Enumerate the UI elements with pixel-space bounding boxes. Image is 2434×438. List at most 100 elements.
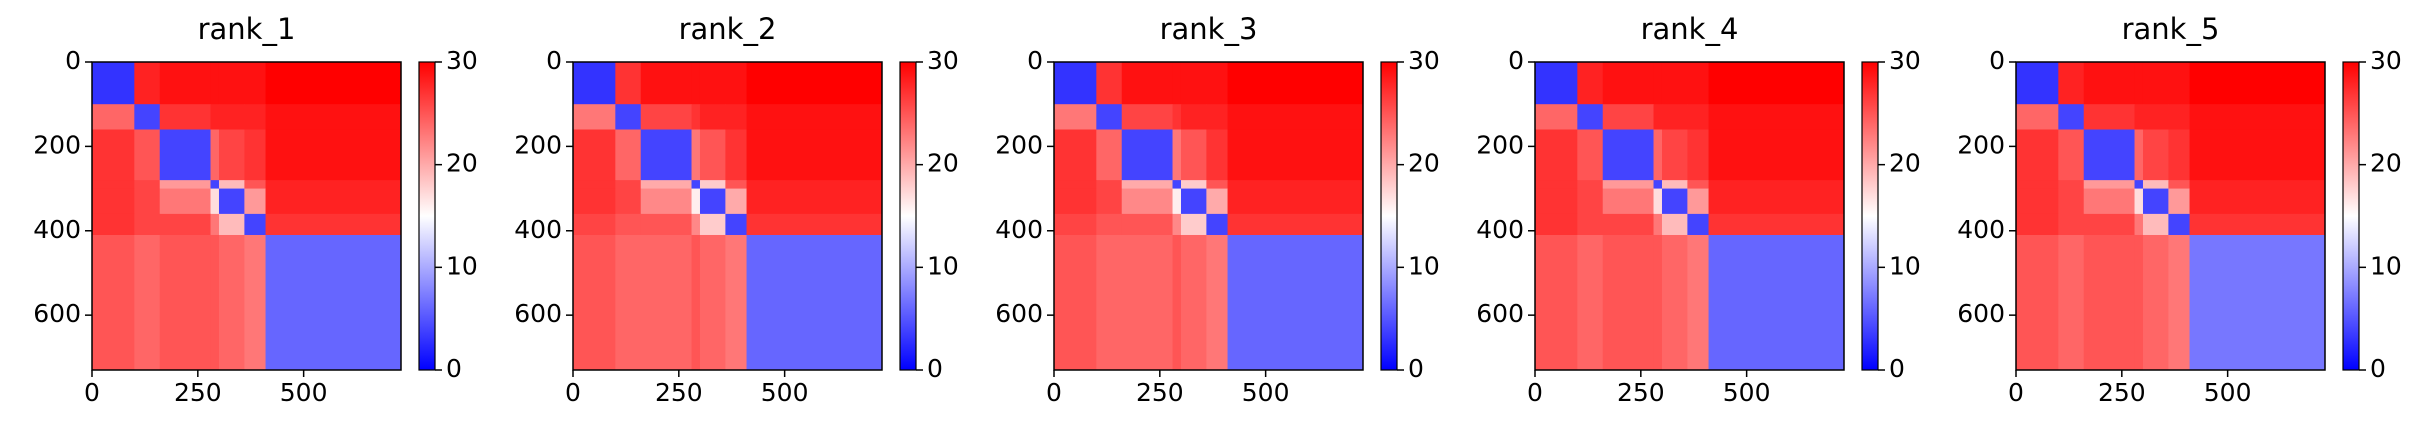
- y-tick-label: 600: [33, 299, 81, 328]
- heatmap-cell: [1535, 213, 1578, 236]
- heatmap-cell: [2134, 62, 2144, 105]
- heatmap-cell: [92, 62, 135, 105]
- heatmap-cell: [2134, 234, 2144, 371]
- colorbar-tick-label: 20: [446, 149, 478, 178]
- heatmap-cell: [1096, 104, 1123, 131]
- heatmap-cell: [1687, 234, 1710, 371]
- heatmap-cell: [1602, 104, 1655, 131]
- heatmap-cell: [1602, 234, 1655, 371]
- heatmap-cell: [244, 104, 267, 131]
- heatmap-cell: [2134, 180, 2144, 190]
- heatmap-cell: [1206, 234, 1229, 371]
- heatmap-cell: [691, 129, 701, 181]
- heatmap-cell: [2016, 213, 2059, 236]
- heatmap-cell: [134, 213, 161, 236]
- heatmap-cell: [1687, 188, 1710, 215]
- heatmap-cell: [1708, 180, 1845, 190]
- heatmap-cell: [1708, 62, 1845, 105]
- heatmap-cell: [2058, 188, 2085, 215]
- heatmap-cell: [1227, 188, 1364, 215]
- heatmap-cell: [1172, 129, 1182, 181]
- heatmap-cell: [244, 129, 267, 181]
- heatmap-cell: [1653, 129, 1663, 181]
- colorbar-tick-label: 20: [1408, 149, 1440, 178]
- heatmap-cell: [1661, 180, 1688, 190]
- heatmap-cell: [265, 180, 402, 190]
- heatmap-cell: [691, 62, 701, 105]
- heatmap-cell: [1653, 213, 1663, 236]
- heatmap-cell: [1653, 104, 1663, 131]
- heatmap-cell: [218, 180, 245, 190]
- heatmap-cell: [2083, 180, 2136, 190]
- y-tick-label: 400: [1476, 215, 1524, 244]
- panel-title: rank_3: [1160, 12, 1258, 46]
- heatmap-cell: [1227, 234, 1364, 371]
- colorbar-tick-label: 0: [927, 354, 943, 383]
- heatmap-cell: [1096, 62, 1123, 105]
- x-tick-label: 500: [2204, 378, 2252, 407]
- heatmap-cell: [218, 213, 245, 236]
- heatmap-cell: [2168, 188, 2191, 215]
- y-tick-label: 0: [546, 46, 562, 75]
- heatmap-cell: [218, 188, 245, 215]
- y-tick-label: 400: [33, 215, 81, 244]
- heatmap-cell: [2189, 234, 2326, 371]
- heatmap-cell: [640, 213, 693, 236]
- y-tick-label: 0: [1027, 46, 1043, 75]
- heatmap-cell: [1653, 180, 1663, 190]
- heatmap-cell: [699, 188, 726, 215]
- heatmap-cell: [699, 180, 726, 190]
- heatmap-cell: [265, 213, 402, 236]
- heatmap-cell: [1653, 62, 1663, 105]
- colorbar-tick-label: 20: [2370, 149, 2402, 178]
- heatmap-cell: [218, 104, 245, 131]
- heatmap-cell: [244, 213, 267, 236]
- heatmap-cell: [1708, 104, 1845, 131]
- y-tick-label: 600: [514, 299, 562, 328]
- heatmap-cell: [2142, 234, 2169, 371]
- x-tick-label: 0: [2008, 378, 2024, 407]
- heatmap-cell: [1172, 180, 1182, 190]
- heatmap-cell: [1708, 188, 1845, 215]
- heatmap-cell: [92, 180, 135, 190]
- heatmap-cell: [159, 104, 212, 131]
- heatmap-cell: [210, 213, 220, 236]
- heatmap-cell: [159, 129, 212, 181]
- heatmap-cell: [2083, 213, 2136, 236]
- heatmap-cell: [2142, 104, 2169, 131]
- heatmap-cell: [1054, 234, 1097, 371]
- heatmap-cell: [1054, 129, 1097, 181]
- colorbar-tick-label: 10: [446, 251, 478, 280]
- heatmap-cell: [2189, 62, 2326, 105]
- heatmap-cell: [1206, 129, 1229, 181]
- heatmap-cell: [573, 213, 616, 236]
- heatmap-cell: [1708, 213, 1845, 236]
- heatmap-cell: [1661, 129, 1688, 181]
- heatmap-cell: [1535, 188, 1578, 215]
- heatmap-cell: [218, 234, 245, 371]
- axes-frame: [1053, 61, 1364, 371]
- y-tick-label: 200: [1957, 130, 2005, 159]
- heatmap-cell: [210, 129, 220, 181]
- heatmap-cell: [746, 188, 883, 215]
- heatmap-cell: [1172, 188, 1182, 215]
- heatmap-cell: [1577, 104, 1604, 131]
- heatmap-cell: [210, 180, 220, 190]
- heatmap-cell: [615, 188, 642, 215]
- heatmap-cell: [1172, 213, 1182, 236]
- x-tick-label: 500: [1242, 378, 1290, 407]
- colorbar-tick-label: 30: [2370, 46, 2402, 75]
- colorbar-tick-label: 20: [1889, 149, 1921, 178]
- heatmap-cell: [1054, 180, 1097, 190]
- heatmap-cell: [1121, 104, 1174, 131]
- heatmap-cell: [1687, 129, 1710, 181]
- heatmap-cell: [640, 188, 693, 215]
- heatmap-cell: [134, 104, 161, 131]
- heatmap-cell: [159, 213, 212, 236]
- x-tick-label: 250: [655, 378, 703, 407]
- heatmap-cell: [573, 129, 616, 181]
- y-tick-label: 600: [1957, 299, 2005, 328]
- heatmap-cell: [2189, 188, 2326, 215]
- heatmap-cell: [573, 234, 616, 371]
